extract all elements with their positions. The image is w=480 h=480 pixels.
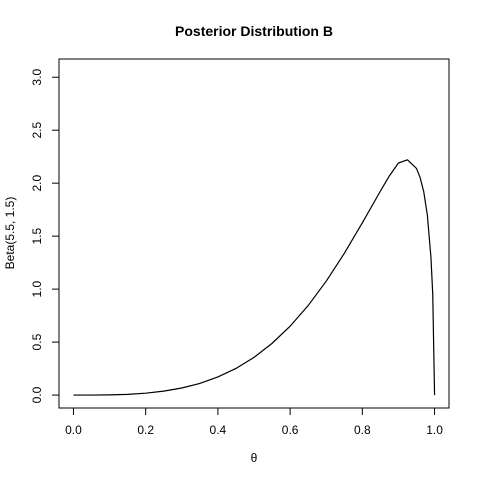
y-tick-label: 0.5 (30, 333, 44, 350)
y-tick-label: 1.0 (30, 280, 44, 297)
y-tick-label: 0.0 (30, 386, 44, 403)
y-tick-label: 2.5 (30, 122, 44, 139)
x-tick-label: 1.0 (426, 423, 443, 437)
y-tick-label: 2.0 (30, 175, 44, 192)
x-axis: 0.0 0.2 0.4 0.6 0.8 1.0 (65, 408, 443, 437)
plot-frame (58, 58, 450, 409)
density-curve (73, 159, 436, 396)
x-tick-label: 0.4 (210, 423, 227, 437)
x-tick-label: 0.8 (354, 423, 371, 437)
y-tick-label: 1.5 (30, 227, 44, 244)
y-axis-label: Beta(5.5, 1.5) (3, 197, 17, 270)
chart-title: Posterior Distribution B (175, 23, 333, 39)
x-axis-label: θ (251, 451, 258, 465)
x-tick-label: 0.2 (137, 423, 154, 437)
x-tick-label: 0.6 (282, 423, 299, 437)
y-tick-label: 3.0 (30, 69, 44, 86)
y-axis: 0.0 0.5 1.0 1.5 2.0 2.5 3.0 (30, 69, 59, 403)
x-tick-label: 0.0 (65, 423, 82, 437)
